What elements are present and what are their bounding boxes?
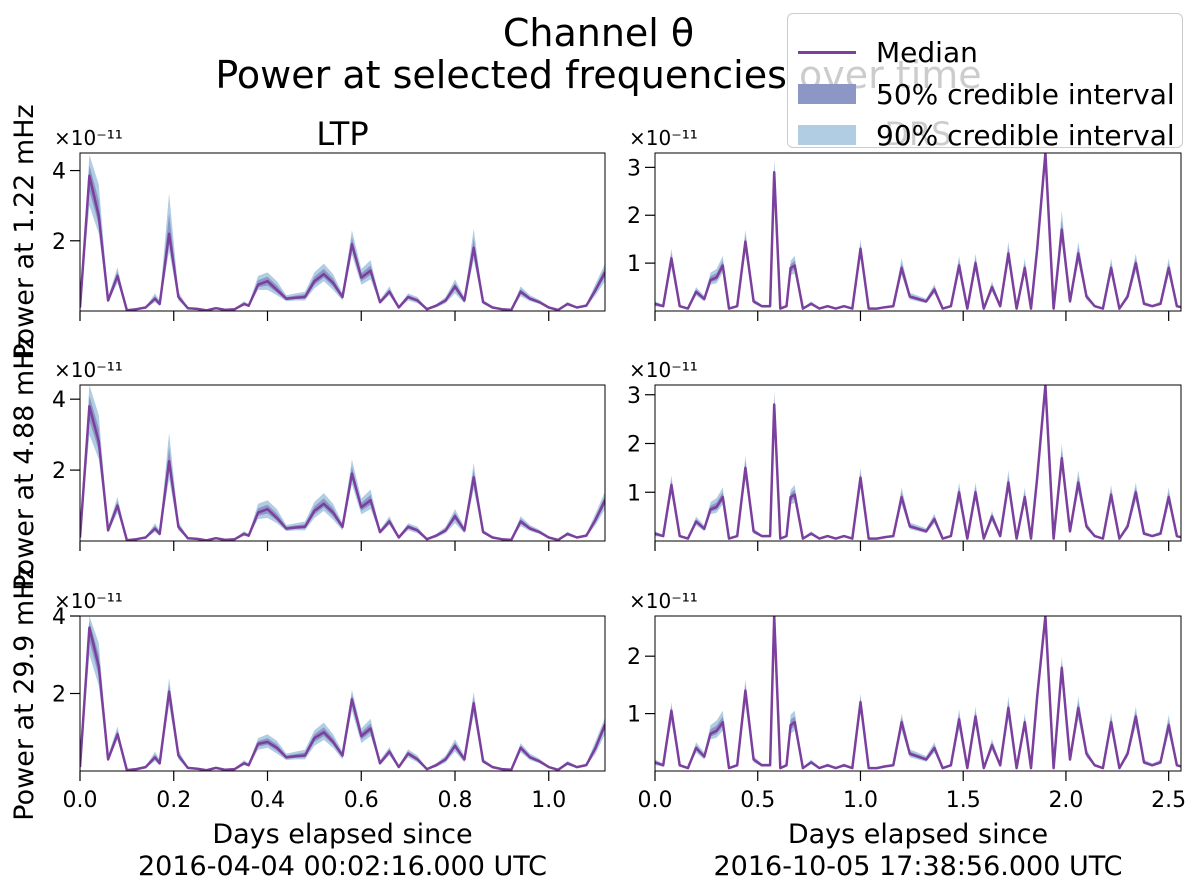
median-line-panel-5: [655, 616, 1181, 770]
panel-2-plot-area: [80, 385, 605, 541]
band-90-panel-4: [80, 616, 605, 771]
offset-text-panel-5: ×10⁻¹¹: [629, 589, 698, 613]
band-90-panel-3: [655, 385, 1181, 539]
y-tick-label-panel-4-0: 2: [52, 683, 66, 708]
band-50-panel-1: [655, 153, 1181, 309]
y-tick-label-panel-3-2: 3: [627, 384, 641, 409]
x-tick-label-panel-5-1: 0.5: [740, 788, 775, 813]
y-tick-label-panel-0-0: 2: [52, 230, 66, 255]
x-tick-label-panel-4-0: 0.0: [63, 788, 98, 813]
y-tick-label-panel-5-1: 2: [627, 645, 641, 670]
band-50-panel-3: [655, 385, 1181, 539]
x-tick-label-panel-4-2: 0.4: [250, 788, 285, 813]
y-tick-label-panel-2-0: 2: [52, 459, 66, 484]
legend-item-90: 90% credible interval: [798, 115, 1175, 155]
axes-frame-panel-1: [654, 152, 1182, 312]
x-tick-label-panel-5-2: 1.0: [843, 788, 878, 813]
panel-4-plot-area: [80, 616, 605, 771]
legend-label-50: 50% credible interval: [876, 77, 1175, 111]
x-tick-label-panel-4-3: 0.6: [344, 788, 379, 813]
offset-text-panel-3: ×10⁻¹¹: [629, 358, 698, 382]
legend-swatch-90: [798, 125, 856, 145]
y-tick-label-panel-3-1: 2: [627, 433, 641, 458]
median-line-panel-1: [655, 153, 1181, 310]
y-tick-label-panel-3-0: 1: [627, 481, 641, 506]
y-tick-label-panel-1-1: 2: [627, 204, 641, 229]
x-axis-label-panel-4-line-0: Days elapsed since: [212, 819, 472, 850]
y-axis-label-panel-2: Power at 4.88 mHz: [9, 335, 40, 590]
legend-label-median: Median: [876, 35, 978, 69]
axes-frame-panel-3: [654, 384, 1182, 542]
band-90-panel-2: [80, 385, 605, 541]
panel-3: 1 2 3×10⁻¹¹: [627, 358, 1182, 551]
legend: Median 50% credible interval 90% credibl…: [787, 13, 1183, 152]
offset-text-panel-2: ×10⁻¹¹: [54, 358, 123, 382]
x-tick-label-panel-4-1: 0.2: [156, 788, 191, 813]
band-90-panel-1: [655, 153, 1181, 310]
legend-item-median: Median: [798, 32, 978, 72]
y-tick-label-panel-1-0: 1: [627, 252, 641, 277]
offset-text-panel-1: ×10⁻¹¹: [629, 126, 698, 150]
band-50-panel-5: [655, 616, 1181, 769]
median-line-panel-0: [80, 174, 605, 311]
axes-frame-panel-4: [79, 615, 606, 772]
panel-2: 2 4 ×10⁻¹¹ Power at 4.88 mHz: [9, 335, 606, 591]
y-tick-label-panel-4-1: 4: [52, 605, 66, 630]
y-axis-label-panel-4: Power at 29.9 mHz: [9, 565, 40, 820]
y-tick-label-panel-0-1: 4: [52, 160, 66, 185]
panel-0-plot-area: [80, 154, 605, 311]
y-tick-label-panel-2-1: 4: [52, 388, 66, 413]
offset-text-panel-0: ×10⁻¹¹: [54, 126, 123, 150]
median-line-panel-4: [80, 626, 605, 771]
x-tick-label-panel-5-0: 0.0: [638, 788, 673, 813]
panel-1-plot-area: [655, 153, 1181, 310]
x-tick-label-panel-5-5: 2.5: [1151, 788, 1186, 813]
panel-title-0: LTP: [316, 115, 368, 153]
legend-swatch-50: [798, 84, 856, 104]
y-axis-label-panel-0: Power at 1.22 mHz: [9, 104, 40, 359]
panel-0: 2 4 ×10⁻¹¹ LTP Power at 1.22 mHz: [9, 104, 606, 360]
axes-frame-panel-2: [79, 384, 606, 542]
axes-frame-panel-0: [79, 152, 606, 312]
y-tick-label-panel-5-0: 1: [627, 703, 641, 728]
x-tick-label-panel-5-3: 1.5: [946, 788, 981, 813]
y-tick-label-panel-1-2: 3: [627, 156, 641, 181]
panel-5-plot-area: [655, 616, 1181, 770]
legend-label-90: 90% credible interval: [876, 118, 1175, 152]
band-90-panel-0: [80, 154, 605, 311]
x-tick-label-panel-4-4: 0.8: [438, 788, 473, 813]
legend-swatch-median: [798, 50, 856, 54]
x-axis-label-panel-5-line-0: Days elapsed since: [788, 819, 1048, 850]
x-tick-label-panel-5-4: 2.0: [1048, 788, 1083, 813]
panel-4: 0.0 0.2 0.4 0.6 0.8 1.0 2 4×10⁻¹¹ Power at 29.9 …: [9, 565, 606, 882]
x-tick-label-panel-4-5: 1.0: [531, 788, 566, 813]
median-line-panel-3: [655, 385, 1181, 540]
x-axis-label-panel-5-line-1: 2016-10-05 17:38:56.000 UTC: [714, 851, 1123, 882]
figure-title-line-1: Channel θ: [502, 11, 695, 55]
median-line-panel-2: [80, 405, 605, 541]
x-axis-label-panel-4-line-1: 2016-04-04 00:02:16.000 UTC: [138, 851, 547, 882]
axes-frame-panel-5: [654, 615, 1182, 772]
offset-text-panel-4: ×10⁻¹¹: [54, 589, 123, 613]
band-90-panel-5: [655, 616, 1181, 769]
band-50-panel-0: [80, 165, 605, 311]
legend-item-50: 50% credible interval: [798, 74, 1175, 114]
band-50-panel-2: [80, 395, 605, 541]
panel-3-plot-area: [655, 385, 1181, 540]
panel-5: 0.0 0.5 1.0 1.5 2.0 2.5 1 2 ×10⁻¹¹ Days elapsed s…: [627, 589, 1186, 882]
